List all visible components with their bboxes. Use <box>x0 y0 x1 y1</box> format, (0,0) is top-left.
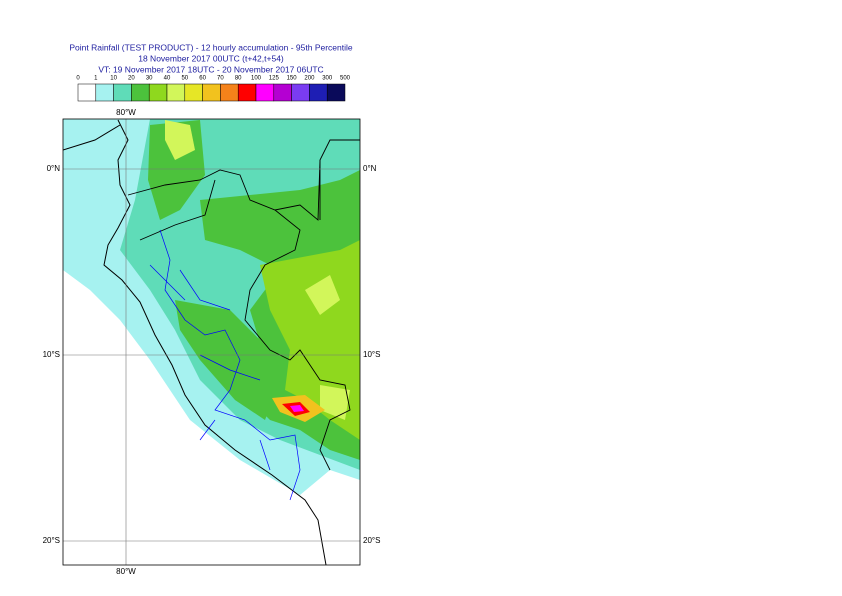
map-frame <box>62 118 361 566</box>
color-box <box>131 83 150 102</box>
colorbar-label: 125 <box>269 76 280 82</box>
lon-label: 80°W <box>116 567 136 576</box>
colorbar-label: 70 <box>217 76 224 82</box>
color-box <box>166 83 186 102</box>
color-box <box>309 83 328 102</box>
map <box>63 119 360 565</box>
lat-label: 0°N <box>47 164 61 173</box>
color-box <box>255 83 275 102</box>
colorbar-label: 1 <box>94 76 98 82</box>
colorbar-label: 50 <box>181 76 188 82</box>
lon-label: 80°W <box>116 108 136 117</box>
colorbar-label: 100 <box>251 76 262 82</box>
lat-label: 20°S <box>43 536 60 545</box>
colorbar-label: 500 <box>340 76 351 82</box>
color-box <box>237 83 257 102</box>
colorbar-label: 60 <box>199 76 206 82</box>
colorbar: 0 1 10 20 30 40 50 60 70 80 100 125 150 200 300 500 <box>76 76 351 102</box>
lat-label: 10°S <box>43 350 60 359</box>
color-box <box>326 83 346 102</box>
color-box <box>291 83 310 102</box>
base-time: 18 November 2017 00UTC (t+42,t+54) <box>138 53 284 63</box>
color-box <box>220 83 239 102</box>
color-box <box>148 83 168 102</box>
title: Point Rainfall (TEST PRODUCT) - 12 hourl… <box>69 42 353 52</box>
colorbar-label: 10 <box>110 76 117 82</box>
color-box <box>273 83 292 102</box>
colorbar-label: 0 <box>76 76 80 82</box>
colorbar-label: 200 <box>304 76 315 82</box>
lat-label: 20°S <box>363 536 380 545</box>
color-box <box>113 83 132 102</box>
colorbar-label: 80 <box>235 76 242 82</box>
color-box <box>77 83 97 102</box>
color-box <box>184 83 203 102</box>
lat-label: 0°N <box>363 164 377 173</box>
colorbar-label: 20 <box>128 76 135 82</box>
lat-label: 10°S <box>363 350 380 359</box>
color-box <box>95 83 114 102</box>
color-box <box>202 83 221 102</box>
colorbar-label: 150 <box>287 76 298 82</box>
colorbar-label: 40 <box>164 76 171 82</box>
valid-time: VT: 19 November 2017 18UTC - 20 November… <box>98 64 323 74</box>
colorbar-label: 30 <box>146 76 153 82</box>
colorbar-label: 300 <box>322 76 333 82</box>
